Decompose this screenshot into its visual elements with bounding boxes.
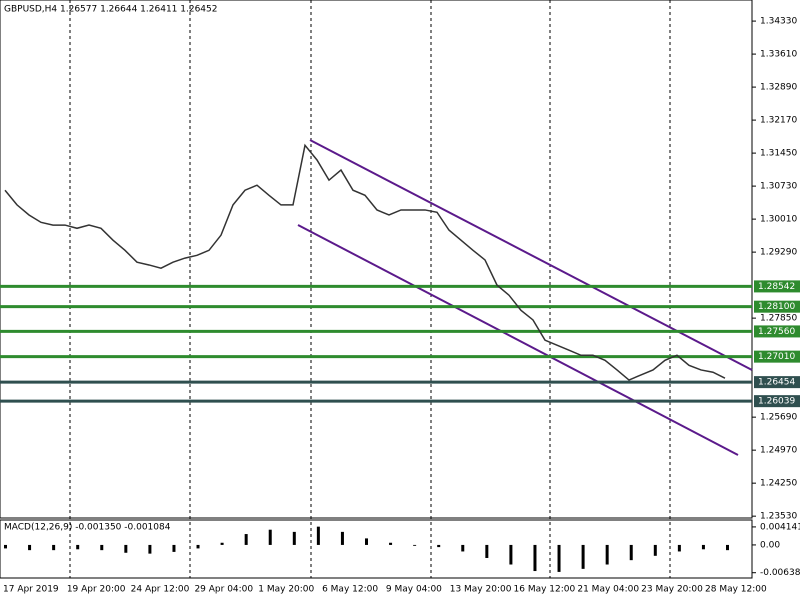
level-label: 1.26039 bbox=[758, 397, 795, 407]
macd-bar bbox=[437, 544, 441, 548]
x-tick-label: 28 May 12:00 bbox=[705, 585, 767, 595]
x-tick-label: 23 May 20:00 bbox=[641, 585, 703, 595]
macd-bar bbox=[4, 544, 7, 549]
level-tag bbox=[754, 300, 800, 313]
x-tick-label: 9 May 04:00 bbox=[386, 585, 442, 595]
macd-bar bbox=[172, 544, 176, 552]
macd-bar bbox=[581, 544, 585, 569]
level-label: 1.28100 bbox=[758, 302, 795, 312]
level-tag bbox=[754, 376, 800, 389]
x-tick-label: 1 May 20:00 bbox=[258, 585, 314, 595]
macd-tick-label: -0.006384 bbox=[760, 568, 800, 578]
x-tick-label: 19 Apr 20:00 bbox=[67, 585, 126, 595]
x-tick-label: 13 May 20:00 bbox=[450, 585, 512, 595]
x-tick-label: 6 May 12:00 bbox=[322, 585, 378, 595]
macd-bar bbox=[653, 544, 657, 556]
y-tick-label: 1.30010 bbox=[760, 215, 797, 225]
level-label: 1.27560 bbox=[758, 327, 795, 337]
y-tick-label: 1.27850 bbox=[760, 314, 797, 324]
macd-bar bbox=[340, 531, 344, 545]
price-line bbox=[4, 143, 726, 381]
macd-bar bbox=[726, 544, 729, 551]
main-frame bbox=[0, 0, 753, 519]
macd-bar bbox=[413, 544, 417, 546]
y-tick-label: 1.34330 bbox=[760, 17, 797, 27]
macd-bar bbox=[76, 544, 80, 550]
y-tick-label: 1.32890 bbox=[760, 83, 797, 93]
macd-bar bbox=[461, 544, 465, 552]
macd-bar bbox=[677, 544, 681, 552]
channel-lower bbox=[297, 224, 739, 456]
macd-bar bbox=[148, 544, 152, 554]
time-grid bbox=[69, 0, 671, 578]
macd-bar bbox=[196, 544, 200, 549]
macd-bar bbox=[52, 544, 56, 551]
macd-bar bbox=[28, 544, 32, 551]
level-label: 1.26454 bbox=[758, 378, 795, 388]
y-tick-label: 1.33610 bbox=[760, 50, 797, 60]
y-tick-label: 1.29290 bbox=[760, 248, 797, 258]
macd-frame bbox=[0, 519, 753, 579]
channel-upper bbox=[309, 139, 753, 371]
macd-bar bbox=[485, 544, 489, 558]
macd-bar bbox=[292, 531, 296, 545]
x-tick-label: 21 May 04:00 bbox=[577, 585, 639, 595]
macd-tick-label: 0.00 bbox=[760, 540, 780, 550]
x-tick-label: 17 Apr 2019 bbox=[3, 585, 59, 595]
x-tick-label: 29 Apr 04:00 bbox=[194, 585, 253, 595]
y-tick-label: 1.32170 bbox=[760, 116, 797, 126]
level-tag bbox=[754, 325, 800, 338]
macd-bar bbox=[533, 544, 537, 572]
y-tick-label: 1.23530 bbox=[760, 512, 797, 522]
macd-bar bbox=[389, 542, 393, 545]
macd-bar bbox=[701, 544, 705, 550]
macd-bar bbox=[244, 534, 248, 545]
macd-bar bbox=[100, 544, 104, 551]
macd-bar bbox=[268, 529, 272, 545]
macd-bar bbox=[316, 526, 320, 545]
level-label: 1.27010 bbox=[758, 352, 795, 362]
level-tag bbox=[754, 395, 800, 408]
macd-bar bbox=[220, 542, 224, 545]
level-tag bbox=[754, 350, 800, 363]
y-tick-label: 1.24970 bbox=[760, 446, 797, 456]
macd-bar bbox=[509, 544, 513, 565]
macd-bar bbox=[629, 544, 633, 561]
macd-title: MACD(12,26,9) -0.001350 -0.001084 bbox=[4, 523, 171, 533]
x-tick-label: 16 May 12:00 bbox=[514, 585, 576, 595]
y-tick-label: 1.24250 bbox=[760, 479, 797, 489]
chart-title: GBPUSD,H4 1.26577 1.26644 1.26411 1.2645… bbox=[4, 5, 217, 15]
macd-bar bbox=[365, 538, 368, 545]
macd-bar bbox=[605, 544, 609, 565]
y-tick-label: 1.30730 bbox=[760, 182, 797, 192]
macd-bar bbox=[557, 544, 561, 572]
macd-bar bbox=[124, 544, 128, 553]
y-tick-label: 1.31450 bbox=[760, 149, 797, 159]
y-tick-label: 1.25690 bbox=[760, 413, 797, 423]
level-tag bbox=[754, 280, 800, 293]
macd-tick-label: 0.004141 bbox=[760, 522, 800, 532]
x-tick-label: 24 Apr 12:00 bbox=[131, 585, 190, 595]
level-label: 1.28542 bbox=[758, 282, 795, 292]
